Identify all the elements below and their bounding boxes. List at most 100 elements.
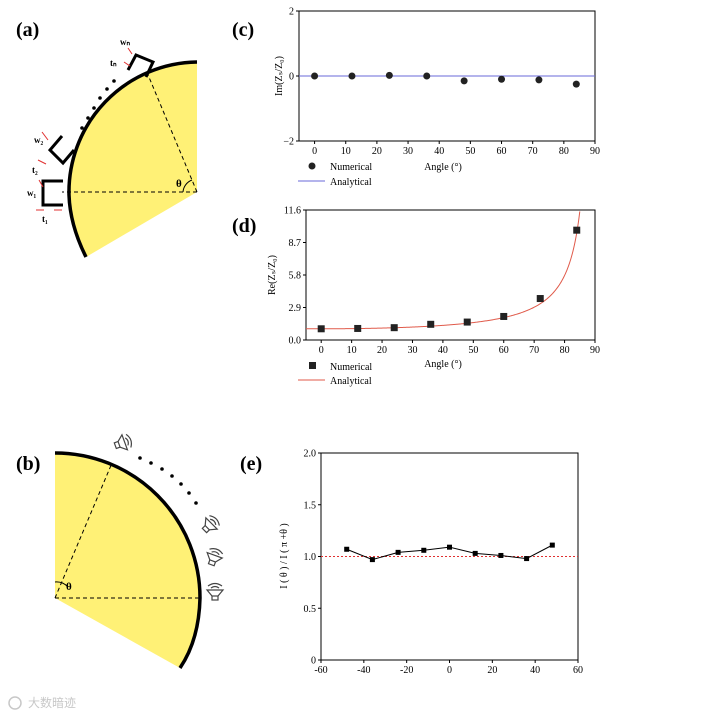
data-point: [500, 312, 508, 320]
data-point: [421, 547, 427, 553]
x-tick-label: 60: [497, 146, 507, 157]
x-tick-label: 30: [403, 146, 413, 157]
y-tick-label: 5.8: [289, 271, 302, 282]
w2-label: w₂: [34, 135, 43, 145]
x-tick-label: 50: [468, 345, 478, 356]
x-tick-label: 30: [407, 345, 417, 356]
data-point: [390, 324, 398, 332]
x-ticks-e: -60 -40 -20 0 20 40 60: [314, 660, 583, 676]
speaker-icon: [201, 515, 220, 534]
speaker-icon: [113, 433, 133, 451]
data-point: [385, 71, 393, 79]
speaker-icon: [206, 547, 224, 567]
quarter-disk-a: [68, 62, 197, 257]
dots-a: [80, 79, 116, 130]
data-point: [472, 550, 478, 556]
x-axis-label-d: Angle (°): [424, 359, 462, 370]
legend-marker-numerical-d: [309, 362, 316, 369]
t2-label: t₂: [32, 165, 38, 175]
y-tick-label: 1.0: [304, 552, 317, 563]
data-point: [498, 75, 506, 83]
x-ticks-c: 0 10 20 30 40 50 60 70 80 90: [312, 141, 600, 157]
data-point: [348, 72, 356, 80]
y-tick-label: 0: [289, 72, 294, 83]
x-tick-label: 80: [559, 146, 569, 157]
panel-b: (b) θ: [16, 433, 225, 669]
data-points-e: [344, 542, 555, 563]
series-lines-d: [306, 211, 581, 330]
y-tick-label: 0.0: [289, 336, 302, 347]
unit-cell-n: [126, 53, 156, 78]
y-ticks-e: 0 0.5 1.0 1.5 2.0: [304, 449, 321, 667]
x-tick-label: 70: [529, 345, 539, 356]
panel-d-label: (d): [232, 215, 256, 237]
panel-e: (e) -60 -40 -20 0 20 40 60 0 0.5 1.0 1.5 2.0 I ( θ…: [240, 449, 583, 677]
w1-label: w₁: [27, 188, 36, 198]
x-tick-label: 20: [377, 345, 387, 356]
tn-label: tₙ: [110, 58, 117, 68]
data-point: [549, 542, 555, 548]
data-point: [395, 549, 401, 555]
data-point: [317, 325, 325, 333]
y-ticks-c: −2 0 2: [283, 7, 299, 148]
data-point: [311, 72, 319, 80]
legend-label-numerical-d: Numerical: [330, 362, 372, 373]
data-point: [463, 318, 471, 326]
x-tick-label: 60: [499, 345, 509, 356]
t1-label: t₁: [42, 214, 48, 224]
legend-c: Numerical Analytical: [298, 162, 372, 188]
quarter-disk-b: [55, 453, 200, 668]
legend-label-analytical-d: Analytical: [330, 376, 372, 387]
wn-label: wₙ: [120, 37, 130, 47]
theta-label-a: θ: [176, 178, 182, 190]
data-point: [535, 76, 543, 84]
data-point: [344, 546, 350, 552]
data-point: [427, 320, 435, 328]
radius-diagonal-a: [145, 69, 198, 193]
angle-arc-b: [54, 581, 69, 588]
x-tick-label: -40: [357, 665, 370, 676]
theta-label-b: θ: [66, 581, 72, 593]
data-point: [498, 552, 504, 558]
x-tick-label: 0: [312, 146, 317, 157]
y-tick-label: 1.5: [304, 500, 317, 511]
y-tick-label: 0: [311, 656, 316, 667]
x-tick-label: 90: [590, 146, 600, 157]
x-tick-label: 40: [434, 146, 444, 157]
panel-e-label: (e): [240, 453, 262, 475]
y-tick-label: 0.5: [304, 604, 317, 615]
x-tick-label: 20: [372, 146, 382, 157]
x-tick-label: 90: [590, 345, 600, 356]
y-tick-label: 11.6: [284, 206, 301, 217]
x-tick-label: 20: [487, 665, 497, 676]
y-tick-label: −2: [283, 137, 294, 148]
dimension-arrows-a: [36, 47, 133, 211]
legend-marker-numerical-c: [308, 162, 316, 170]
y-tick-label: 2: [289, 7, 294, 18]
data-point: [423, 72, 431, 80]
unit-cell-2: [47, 135, 76, 166]
y-tick-label: 2.0: [304, 449, 317, 460]
x-tick-label: -20: [400, 665, 413, 676]
x-tick-label: 0: [319, 345, 324, 356]
y-tick-label: 2.9: [289, 303, 302, 314]
y-axis-label-c: Im(Zₛ/Z₀): [274, 56, 285, 96]
data-point: [524, 556, 530, 562]
plot-frame-d: [305, 209, 596, 341]
data-point: [354, 324, 362, 332]
x-tick-label: 80: [560, 345, 570, 356]
x-tick-label: 50: [465, 146, 475, 157]
y-ticks-d: 0.0 2.9 5.8 8.7 11.6: [284, 206, 306, 347]
radius-diagonal-b: [54, 462, 113, 599]
panel-c: (c) 0 10 20 30 40 50 60 70 80 90 −2 0 2 Im(Zₛ/Z₀) A…: [232, 7, 600, 189]
legend-d: Numerical Analytical: [298, 362, 372, 387]
data-point: [573, 226, 581, 234]
unit-cell-1: [41, 179, 63, 207]
data-point: [536, 295, 544, 303]
data-point: [572, 80, 580, 88]
x-ticks-d: 0 10 20 30 40 50 60 70 80 90: [319, 340, 600, 356]
panel-b-label: (b): [16, 453, 40, 475]
x-axis-label-c: Angle (°): [424, 162, 462, 173]
panel-c-label: (c): [232, 19, 254, 41]
